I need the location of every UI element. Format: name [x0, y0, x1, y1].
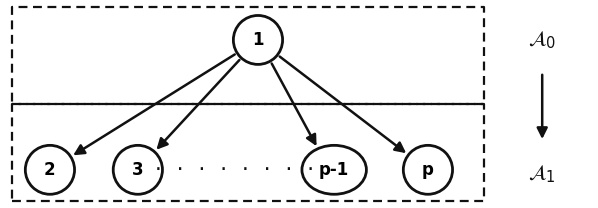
Text: p: p	[422, 161, 434, 179]
Text: $\mathcal{A}_0$: $\mathcal{A}_0$	[528, 29, 556, 51]
Ellipse shape	[113, 145, 163, 194]
Text: 3: 3	[132, 161, 144, 179]
Text: p-1: p-1	[319, 161, 349, 179]
Text: 1: 1	[252, 31, 264, 49]
Ellipse shape	[403, 145, 453, 194]
Text: 2: 2	[44, 161, 56, 179]
Text: · · · · · · · ·: · · · · · · · ·	[153, 161, 316, 179]
Ellipse shape	[233, 15, 283, 64]
Ellipse shape	[25, 145, 75, 194]
Text: $\mathcal{A}_1$: $\mathcal{A}_1$	[528, 163, 556, 185]
Ellipse shape	[302, 145, 367, 194]
